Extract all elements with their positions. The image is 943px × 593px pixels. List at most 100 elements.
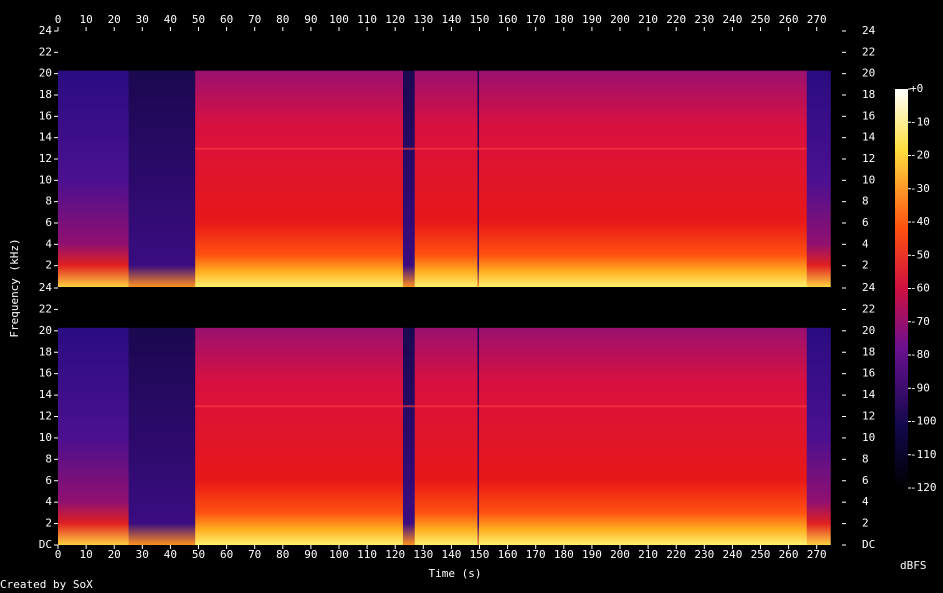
y-tick-label: 6 [45,216,52,229]
y-tick-label: 16 [39,109,52,122]
spectrum-block [477,70,480,288]
x-tick-label: 270 [807,548,827,561]
x-tick-label: 90 [304,548,317,561]
y-tick-label: 18 [39,88,52,101]
spectrum-block [806,327,831,545]
colorbar-tick-label: -120 [910,481,937,494]
x-tick-label: 120 [385,13,405,26]
y-tick-label: 14 [39,131,53,144]
x-tick-label: 170 [526,548,546,561]
spectrum-block [58,327,130,545]
spectrogram-image [58,70,831,545]
x-tick-label: 210 [638,13,658,26]
y-tick-label: 24 [39,281,53,294]
y-tick-label: 8 [862,195,869,208]
x-tick-label: 130 [413,548,433,561]
x-tick-label: 30 [136,548,149,561]
spectrum-block [402,327,416,545]
colorbar-tick-label: -40 [910,215,930,228]
y-tick-label: 20 [39,324,52,337]
x-tick-label: 0 [55,13,62,26]
x-tick-label: 70 [248,548,261,561]
x-tick-label: 210 [638,548,658,561]
y-tick-label: 2 [862,259,869,272]
x-tick-label: 240 [722,13,742,26]
colorbar [895,89,908,488]
x-tick-label: 270 [807,13,827,26]
x-tick-label: 100 [329,548,349,561]
x-tick-label: 40 [164,13,177,26]
y-tick-label: 24 [862,281,876,294]
y-tick-label: 20 [862,324,875,337]
spectrum-block [806,70,831,288]
x-tick-label: 10 [79,548,92,561]
x-tick-label: 250 [751,548,771,561]
colorbar-tick-label: -100 [910,415,937,428]
y-tick-label: 4 [862,495,869,508]
colorbar-tick-label: -70 [910,315,930,328]
y-tick-label: 18 [862,88,875,101]
colorbar-tick-label: +0 [910,82,923,95]
y-axis-label: Frequency (kHz) [8,238,21,337]
x-tick-label: 200 [610,13,630,26]
x-tick-label: 230 [694,13,714,26]
y-tick-label: 2 [862,517,869,530]
x-tick-label: 10 [79,13,92,26]
y-tick-label: 12 [862,152,875,165]
x-tick-label: 160 [498,548,518,561]
x-tick-label: 250 [751,13,771,26]
x-tick-label: 60 [220,548,233,561]
x-tick-label: 100 [329,13,349,26]
spectrum-block [195,327,404,545]
x-tick-label: 90 [304,13,317,26]
x-tick-label: 0 [55,548,62,561]
x-tick-label: 170 [526,13,546,26]
x-tick-label: 20 [108,548,121,561]
y-tick-label: 12 [39,410,52,423]
y-tick-label: 6 [862,216,869,229]
x-tick-label: 190 [582,13,602,26]
x-tick-label: 30 [136,13,149,26]
x-tick-label: 80 [276,13,289,26]
y-tick-label: 22 [39,302,52,315]
x-tick-label: 120 [385,548,405,561]
x-tick-label: 110 [357,548,377,561]
colorbar-tick-label: -60 [910,282,930,295]
x-tick-label: 40 [164,548,177,561]
x-tick-label: 110 [357,13,377,26]
y-tick-label: 6 [45,474,52,487]
y-tick-label: 24 [862,24,876,37]
y-tick-label: 22 [862,45,875,58]
x-tick-label: 50 [192,13,205,26]
x-tick-label: 180 [554,13,574,26]
y-tick-label: 10 [862,173,875,186]
y-tick-label: 8 [862,452,869,465]
x-axis-label: Time (s) [429,567,482,580]
y-tick-label: 22 [39,45,52,58]
colorbar-tick-label: -10 [910,115,930,128]
x-tick-label: 150 [470,13,490,26]
y-tick-label: 14 [862,131,876,144]
y-tick-label: 4 [862,237,869,250]
x-tick-label: 60 [220,13,233,26]
spectrum-block [775,327,808,545]
spectrum-block [402,70,416,288]
y-tick-label: 8 [45,452,52,465]
colorbar-tick-label: -90 [910,381,930,394]
y-tick-label: 20 [39,67,52,80]
x-tick-label: 200 [610,548,630,561]
spectrum-block [195,70,404,288]
x-tick-label: 240 [722,548,742,561]
colorbar-tick-label: -50 [910,248,930,261]
colorbar-tick-label: -20 [910,149,930,162]
y-tick-label: 20 [862,67,875,80]
y-tick-label: 22 [862,302,875,315]
spectrum-block [775,70,808,288]
credit: Created by SoX [0,578,93,591]
x-tick-label: 190 [582,548,602,561]
spectrum-block [128,70,196,288]
spectrum-block [414,327,478,545]
x-tick-label: 80 [276,548,289,561]
x-tick-label: 220 [666,548,686,561]
